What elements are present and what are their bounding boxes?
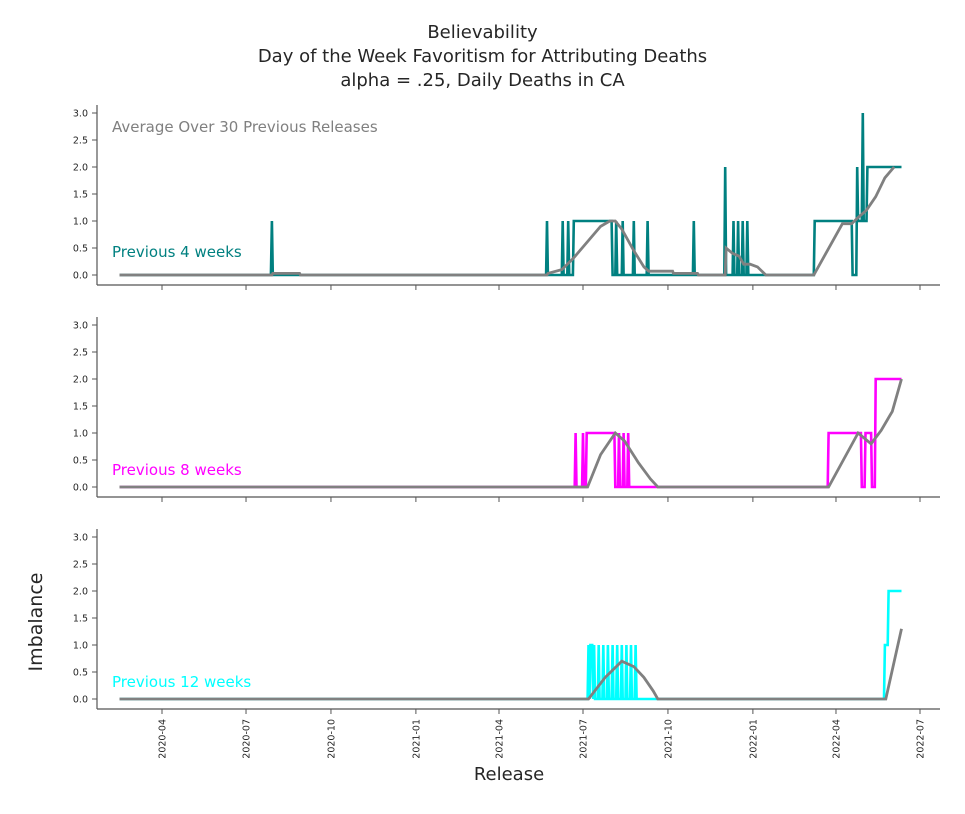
chart-title-line-1: Believability (427, 22, 538, 43)
y-tick-label: 1.0 (73, 429, 88, 440)
y-tick-label: 0.0 (73, 271, 88, 282)
series-line-previous-12-weeks (119, 589, 902, 701)
y-tick-label: 0.0 (73, 695, 88, 706)
panel-label: Previous 12 weeks (112, 673, 251, 691)
x-tick-label: 2022-07 (916, 719, 927, 759)
panel-label: Previous 8 weeks (112, 461, 242, 479)
series-line-previous-4-weeks (119, 112, 902, 277)
y-tick-label: 1.0 (73, 641, 88, 652)
y-tick-label: 1.5 (73, 614, 88, 625)
y-tick-label: 2.0 (73, 587, 88, 598)
y-tick-label: 2.0 (73, 375, 88, 386)
y-tick-label: 1.0 (73, 217, 88, 228)
y-axis-label: Imbalance (25, 572, 47, 672)
series-line-previous-8-weeks (119, 377, 902, 489)
x-axis-label: Release (473, 764, 545, 785)
y-tick-label: 2.0 (73, 163, 88, 174)
x-tick-label: 2021-07 (579, 719, 590, 759)
average-series-line (119, 628, 903, 701)
y-tick-label: 2.5 (73, 136, 88, 147)
y-tick-label: 0.5 (73, 456, 88, 467)
x-tick-label: 2021-01 (411, 719, 422, 759)
average-series-line (119, 378, 903, 489)
average-annotation: Average Over 30 Previous Releases (112, 118, 378, 136)
y-tick-label: 3.0 (73, 321, 88, 332)
y-tick-label: 2.5 (73, 348, 88, 359)
y-tick-label: 0.5 (73, 244, 88, 255)
y-tick-label: 0.5 (73, 668, 88, 679)
x-tick-label: 2021-04 (494, 719, 505, 759)
x-tick-label: 2020-04 (158, 719, 169, 759)
y-tick-label: 1.5 (73, 190, 88, 201)
x-tick-label: 2020-10 (326, 719, 337, 759)
x-tick-label: 2020-07 (242, 719, 253, 759)
y-tick-label: 1.5 (73, 402, 88, 413)
y-tick-label: 3.0 (73, 109, 88, 120)
chart-title-line-3: alpha = .25, Daily Deaths in CA (340, 70, 625, 91)
average-series-line (119, 166, 896, 277)
y-tick-label: 0.0 (73, 483, 88, 494)
y-tick-label: 2.5 (73, 560, 88, 571)
panel-label: Previous 4 weeks (112, 243, 242, 261)
x-tick-label: 2022-04 (831, 719, 842, 759)
x-tick-label: 2022-01 (748, 719, 759, 759)
chart-title-line-2: Day of the Week Favoritism for Attributi… (257, 46, 708, 67)
y-tick-label: 3.0 (73, 533, 88, 544)
x-tick-label: 2021-10 (663, 719, 674, 759)
